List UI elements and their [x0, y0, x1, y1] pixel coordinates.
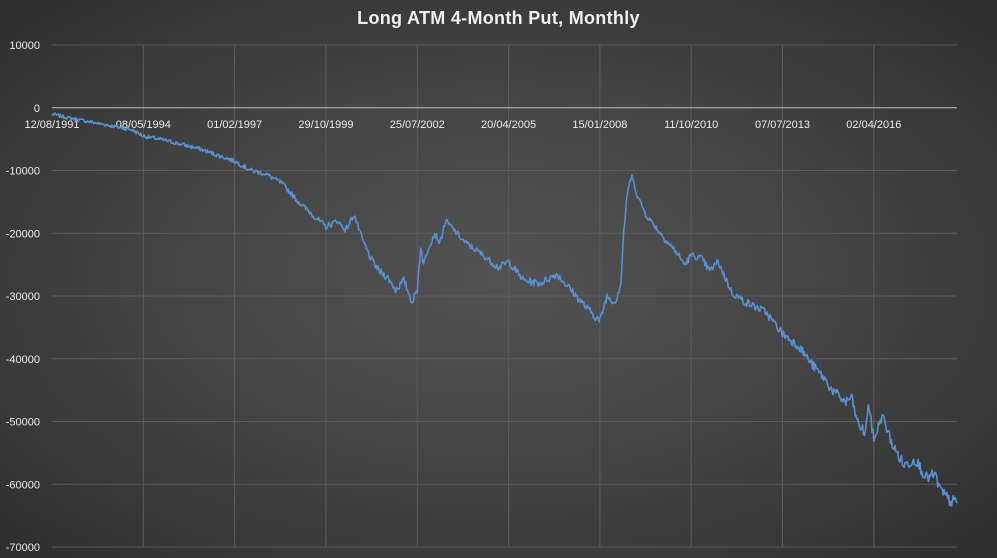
- x-tick-label: 25/07/2002: [390, 119, 445, 131]
- y-tick-label: -10000: [6, 166, 40, 178]
- y-tick-label: -50000: [6, 417, 40, 429]
- x-tick-label: 01/02/1997: [207, 119, 262, 131]
- x-tick-label: 12/08/1991: [24, 119, 79, 131]
- x-tick-label: 11/10/2010: [664, 119, 718, 131]
- x-tick-label: 02/04/2016: [846, 119, 901, 131]
- x-tick-label: 20/04/2005: [481, 119, 536, 131]
- chart-title: Long ATM 4-Month Put, Monthly: [357, 8, 640, 28]
- y-tick-label: -20000: [6, 228, 40, 240]
- y-tick-label: -30000: [6, 291, 40, 303]
- y-tick-label: -40000: [6, 354, 40, 366]
- y-tick-label: 10000: [9, 40, 40, 52]
- series-line: [51, 112, 958, 507]
- x-tick-label: 15/01/2008: [572, 119, 627, 131]
- y-tick-label: -70000: [6, 542, 40, 554]
- y-tick-label: -60000: [6, 479, 40, 491]
- x-tick-label: 08/05/1994: [116, 119, 171, 131]
- x-tick-label: 29/10/1999: [298, 119, 353, 131]
- x-tick-label: 07/07/2013: [755, 119, 810, 131]
- y-tick-label: 0: [34, 103, 40, 115]
